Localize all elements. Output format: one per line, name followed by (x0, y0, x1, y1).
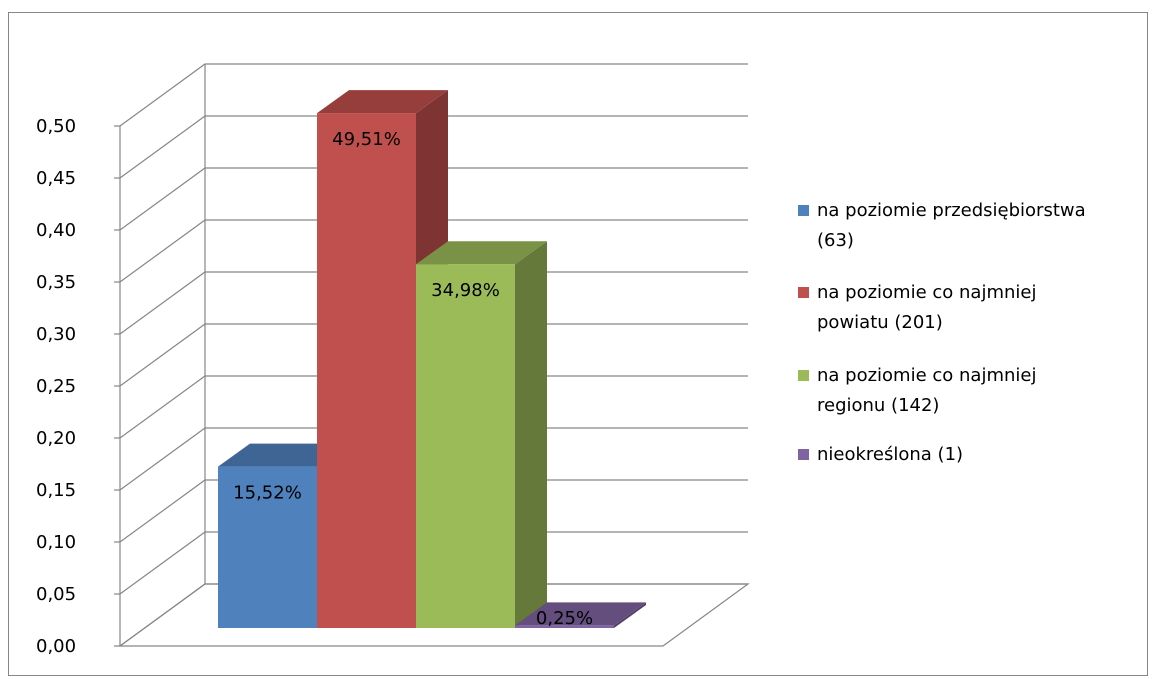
legend-item: na poziomie co najmniej regionu (142) (798, 365, 1036, 416)
data-labels: 15,52% 49,51% 34,98% 0,25% (233, 129, 593, 629)
legend-label: (63) (817, 230, 854, 251)
bar-side (515, 241, 547, 628)
chart-frame (8, 12, 1148, 676)
bar-top (218, 443, 349, 467)
bar (515, 602, 646, 628)
legend-swatch (798, 205, 809, 216)
legend-label: nieokreślona (1) (817, 444, 963, 465)
y-tick-label: 0,10 (36, 532, 76, 553)
legend-item: nieokreślona (1) (798, 444, 963, 465)
bar-front (416, 264, 515, 628)
bar (317, 90, 448, 628)
gridline (119, 583, 748, 647)
gridline (119, 219, 748, 283)
y-tick-label: 0,50 (36, 116, 76, 137)
gridline (119, 479, 748, 543)
y-tick-label: 0,45 (36, 168, 76, 189)
gridline (119, 271, 748, 335)
legend-swatch (798, 370, 809, 381)
data-label: 49,51% (332, 129, 401, 150)
data-label: 34,98% (431, 280, 500, 301)
gridlines (119, 63, 748, 647)
data-label: 15,52% (233, 483, 302, 504)
gridline (119, 531, 748, 595)
bars (218, 90, 646, 628)
legend-label: na poziomie przedsiębiorstwa (817, 200, 1086, 221)
legend-label: na poziomie co najmniej (817, 282, 1036, 303)
gridline (119, 167, 748, 231)
bar (416, 241, 547, 628)
y-tick-label: 0,40 (36, 220, 76, 241)
gridline (119, 427, 748, 491)
y-tick-label: 0,30 (36, 324, 76, 345)
data-label: 0,25% (536, 608, 593, 629)
legend-item: na poziomie przedsiębiorstwa (63) (798, 200, 1086, 251)
gridline (119, 115, 748, 179)
bar-front (218, 466, 317, 628)
bar-front (317, 113, 416, 628)
y-tick-label: 0,15 (36, 480, 76, 501)
legend-label: powiatu (201) (817, 312, 943, 333)
y-tick-label: 0,20 (36, 428, 76, 449)
y-tick-label: 0,25 (36, 376, 76, 397)
y-tick-label: 0,00 (36, 636, 76, 657)
bar-top (416, 241, 547, 265)
y-tick-label: 0,05 (36, 584, 76, 605)
gridline (119, 323, 748, 387)
legend-label: regionu (142) (817, 395, 939, 416)
legend: na poziomie przedsiębiorstwa(63)na pozio… (798, 200, 1086, 465)
y-tick-label: 0,35 (36, 272, 76, 293)
bar-side (614, 602, 646, 628)
gridline (119, 63, 748, 127)
legend-swatch (798, 287, 809, 298)
bar-top (515, 602, 646, 626)
bar-front (515, 625, 614, 628)
gridline (119, 375, 748, 439)
legend-swatch (798, 449, 809, 460)
legend-item: na poziomie co najmniej powiatu (201) (798, 282, 1036, 333)
bar-top (317, 90, 448, 114)
legend-label: na poziomie co najmniej (817, 365, 1036, 386)
y-axis-ticks: 0,00 0,05 0,10 0,15 0,20 0,25 0,30 0,35 0,40 0,45… (36, 116, 120, 657)
